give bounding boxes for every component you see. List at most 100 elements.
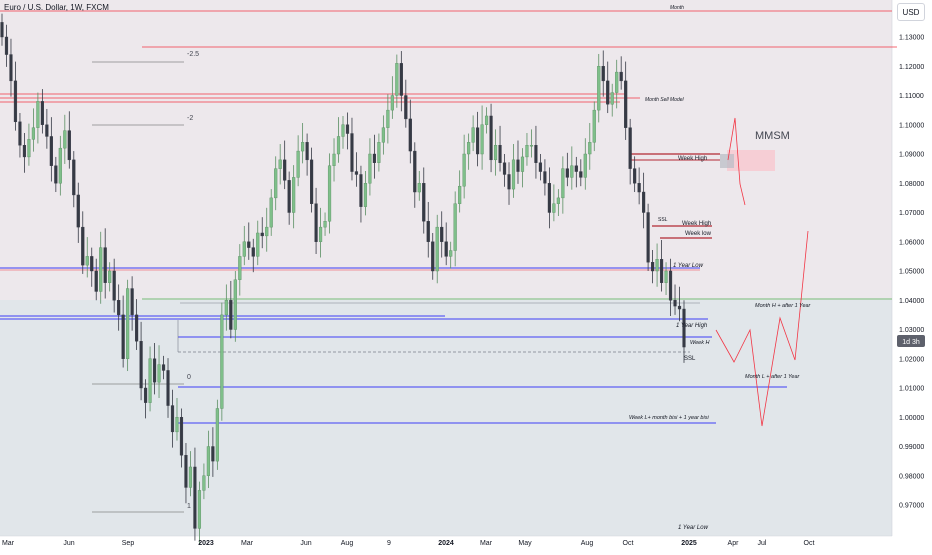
candle <box>390 95 394 111</box>
candle <box>440 226 444 242</box>
candle <box>188 466 193 488</box>
candle <box>381 127 385 143</box>
projection-path <box>715 230 809 427</box>
time-tick-label: 2025 <box>681 540 697 547</box>
label-one-year-high: 1 Year High <box>676 323 708 329</box>
candle <box>121 314 125 359</box>
candle <box>431 241 435 272</box>
candle <box>94 270 98 292</box>
candle <box>67 130 71 161</box>
candle <box>238 256 242 280</box>
candle <box>507 174 511 190</box>
time-axis-background <box>0 536 932 550</box>
candle <box>404 95 408 120</box>
candle <box>305 142 309 161</box>
candle <box>76 194 80 228</box>
fib-label-1: 1 <box>187 503 191 510</box>
candle <box>624 80 628 128</box>
price-tick-label: 1.03000 <box>899 327 924 334</box>
candle <box>476 127 480 155</box>
candle <box>480 124 484 155</box>
candle <box>139 341 143 389</box>
candle <box>99 247 103 292</box>
candle <box>318 226 323 242</box>
candle <box>85 256 89 266</box>
candle <box>274 168 278 199</box>
candle <box>543 171 547 184</box>
candle <box>247 241 251 248</box>
candle <box>265 226 269 237</box>
candle <box>220 314 224 409</box>
candle <box>323 221 327 228</box>
candle <box>570 165 574 178</box>
candle <box>677 305 682 310</box>
time-tick-label: Jun <box>63 540 74 547</box>
candle <box>458 185 462 204</box>
time-tick-label: May <box>518 540 532 547</box>
time-tick-label: Jun <box>300 540 311 547</box>
label-week-high-1: Week High <box>678 156 707 162</box>
candle <box>45 124 49 137</box>
label-ssl: SSL <box>684 356 696 362</box>
candle <box>588 142 592 155</box>
time-tick-label: Aug <box>341 540 354 547</box>
candle <box>296 150 300 178</box>
candle <box>301 142 305 152</box>
candle <box>633 168 637 184</box>
candle <box>336 136 341 155</box>
time-tick-label: Oct <box>804 540 815 547</box>
candle <box>435 226 439 272</box>
price-tick-label: 1.06000 <box>899 239 924 246</box>
candle <box>426 221 430 242</box>
candle <box>81 226 85 266</box>
price-tick-label: 0.98000 <box>899 473 924 480</box>
candle <box>525 145 529 158</box>
time-tick-label: 9 <box>387 540 391 547</box>
price-tick-label: 1.12000 <box>899 64 924 71</box>
candle <box>143 387 148 403</box>
price-tick-label: 1.01000 <box>899 386 924 393</box>
candle <box>292 177 296 213</box>
label-one-year-low-bottom: 1 Year Low <box>678 525 709 531</box>
label-week-high-2: Week High <box>682 221 711 227</box>
price-tick-label: 1.10000 <box>899 122 924 129</box>
candle <box>170 405 175 433</box>
candle <box>148 358 152 403</box>
fib-label-minus-2: -2 <box>187 115 193 122</box>
candle <box>332 153 336 166</box>
currency-button[interactable]: USD <box>897 3 925 21</box>
fib-label-0: 0 <box>187 374 191 381</box>
candle <box>36 101 40 128</box>
label-month-h: Month H + after 1 Year <box>755 303 812 309</box>
candle <box>444 241 448 257</box>
candle <box>520 156 525 172</box>
label-ssl-upper: SSL <box>658 217 668 223</box>
price-tick-label: 1.11000 <box>899 93 924 100</box>
candle <box>354 171 359 175</box>
candle <box>471 127 475 143</box>
candle <box>310 159 314 204</box>
candle <box>256 232 260 257</box>
time-axis-ticks: Mar Jun Sep 2023 Mar Jun Aug 9 2024 Mar May Aug Oct 2… <box>2 540 815 547</box>
time-tick-label: Sep <box>122 540 135 547</box>
candle <box>642 191 646 213</box>
price-tick-label: 1.13000 <box>899 35 924 42</box>
candle <box>489 115 493 161</box>
candle <box>229 300 233 330</box>
candle <box>552 203 556 213</box>
candle <box>363 183 368 207</box>
candle <box>619 71 623 82</box>
candle <box>278 159 282 169</box>
candle <box>493 145 498 161</box>
candle <box>283 159 287 181</box>
candle <box>574 165 578 172</box>
candle <box>224 300 228 316</box>
candle <box>103 247 107 283</box>
candle <box>157 364 161 383</box>
candle <box>40 101 44 125</box>
candle <box>399 63 403 96</box>
candle <box>327 165 332 222</box>
candle <box>126 288 130 359</box>
